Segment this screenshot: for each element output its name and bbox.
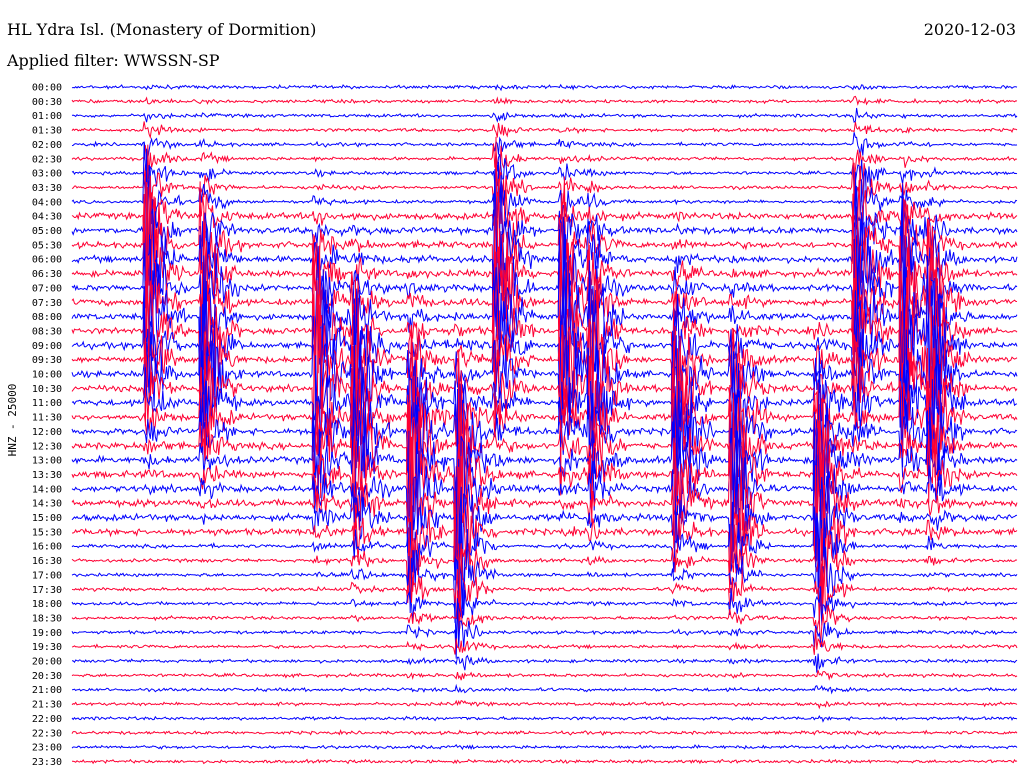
time-tick-label: 13:00 xyxy=(32,456,62,467)
time-tick-label: 22:30 xyxy=(32,728,62,739)
time-tick-label: 22:00 xyxy=(32,714,62,725)
time-tick-label: 06:00 xyxy=(32,255,62,266)
trace-line xyxy=(71,628,1018,655)
trace-line xyxy=(71,142,1018,250)
time-tick-label: 19:00 xyxy=(32,628,62,639)
trace-line xyxy=(71,350,1018,573)
trace-line xyxy=(71,170,1018,288)
time-tick-label: 08:00 xyxy=(32,312,62,323)
time-tick-label: 21:30 xyxy=(32,700,62,711)
time-tick-label: 02:00 xyxy=(32,140,62,151)
trace-line xyxy=(71,411,1018,607)
station-title: HL Ydra Isl. (Monastery of Dormition) xyxy=(7,20,317,39)
trace-line xyxy=(71,670,1018,681)
trace-group xyxy=(71,83,1018,765)
time-tick-label: 23:30 xyxy=(32,757,62,768)
time-tick-label: 09:30 xyxy=(32,355,62,366)
time-tick-label: 18:30 xyxy=(32,613,62,624)
trace-line xyxy=(71,83,1018,92)
time-tick-label: 14:00 xyxy=(32,484,62,495)
time-tick-label: 05:00 xyxy=(32,226,62,237)
time-tick-label: 04:00 xyxy=(32,197,62,208)
time-tick-label: 00:30 xyxy=(32,97,62,108)
trace-line xyxy=(71,590,1018,648)
time-tick-label: 17:00 xyxy=(32,570,62,581)
trace-line xyxy=(71,586,1018,647)
trace-line xyxy=(71,175,1018,372)
time-tick-label: 04:30 xyxy=(32,212,62,223)
time-tick-label: 03:00 xyxy=(32,169,62,180)
trace-line xyxy=(71,153,1018,195)
time-tick-label: 11:00 xyxy=(32,398,62,409)
time-tick-label: 01:00 xyxy=(32,111,62,122)
time-tick-label: 16:30 xyxy=(32,556,62,567)
time-tick-label: 11:30 xyxy=(32,413,62,424)
trace-line xyxy=(71,543,1018,637)
trace-line xyxy=(71,683,1018,695)
trace-line xyxy=(71,121,1018,140)
trace-line xyxy=(71,486,1018,610)
trace-line xyxy=(72,420,1018,622)
time-tick-label: 19:30 xyxy=(32,642,62,653)
time-tick-label: 10:00 xyxy=(32,370,62,381)
time-tick-label: 06:30 xyxy=(32,269,62,280)
trace-line xyxy=(71,743,1018,751)
trace-line xyxy=(71,340,1018,542)
time-tick-label: 18:00 xyxy=(32,599,62,610)
time-tick-label: 15:00 xyxy=(32,513,62,524)
time-tick-label: 13:30 xyxy=(32,470,62,481)
trace-line xyxy=(71,132,1018,159)
time-tick-label: 12:30 xyxy=(32,441,62,452)
trace-line xyxy=(71,349,1018,541)
trace-line xyxy=(71,490,1018,629)
trace-line xyxy=(71,360,1018,501)
time-tick-label: 10:30 xyxy=(32,384,62,395)
time-tick-label: 16:00 xyxy=(32,542,62,553)
trace-line xyxy=(71,107,1018,123)
time-tick-label: 07:00 xyxy=(32,283,62,294)
time-tick-label: 00:00 xyxy=(32,83,62,94)
trace-line xyxy=(72,758,1018,765)
trace-line xyxy=(71,715,1018,723)
time-tick-label: 05:30 xyxy=(32,240,62,251)
time-tick-label: 20:30 xyxy=(32,671,62,682)
trace-line xyxy=(71,400,1018,570)
time-tick-label: 01:30 xyxy=(32,126,62,137)
time-tick-label: 14:30 xyxy=(32,499,62,510)
time-tick-group: 00:00 00:30 01:00 01:30 02:00 02:30 03:00 03:30… xyxy=(32,83,62,768)
trace-line xyxy=(71,598,1018,659)
time-tick-label: 12:00 xyxy=(32,427,62,438)
time-tick-label: 03:30 xyxy=(32,183,62,194)
trace-line xyxy=(71,95,1018,106)
time-tick-label: 21:00 xyxy=(32,685,62,696)
time-tick-label: 23:00 xyxy=(32,743,62,754)
time-tick-label: 20:00 xyxy=(32,657,62,668)
time-tick-label: 02:30 xyxy=(32,154,62,165)
trace-line xyxy=(71,216,1018,468)
trace-line xyxy=(71,335,1018,526)
trace-line xyxy=(71,512,1018,625)
trace-line xyxy=(71,653,1018,673)
trace-line xyxy=(71,148,1018,389)
date-label: 2020-12-03 xyxy=(923,20,1016,39)
filter-label: Applied filter: WWSSN-SP xyxy=(7,51,220,70)
time-tick-label: 09:00 xyxy=(32,341,62,352)
trace-line xyxy=(71,728,1018,736)
trace-line xyxy=(71,143,1018,180)
trace-line xyxy=(71,427,1018,587)
time-tick-label: 17:30 xyxy=(32,585,62,596)
time-tick-label: 08:30 xyxy=(32,326,62,337)
trace-line xyxy=(71,298,1018,500)
time-tick-label: 15:30 xyxy=(32,527,62,538)
time-tick-label: 07:30 xyxy=(32,298,62,309)
trace-line xyxy=(71,294,1018,481)
trace-line xyxy=(71,699,1018,710)
